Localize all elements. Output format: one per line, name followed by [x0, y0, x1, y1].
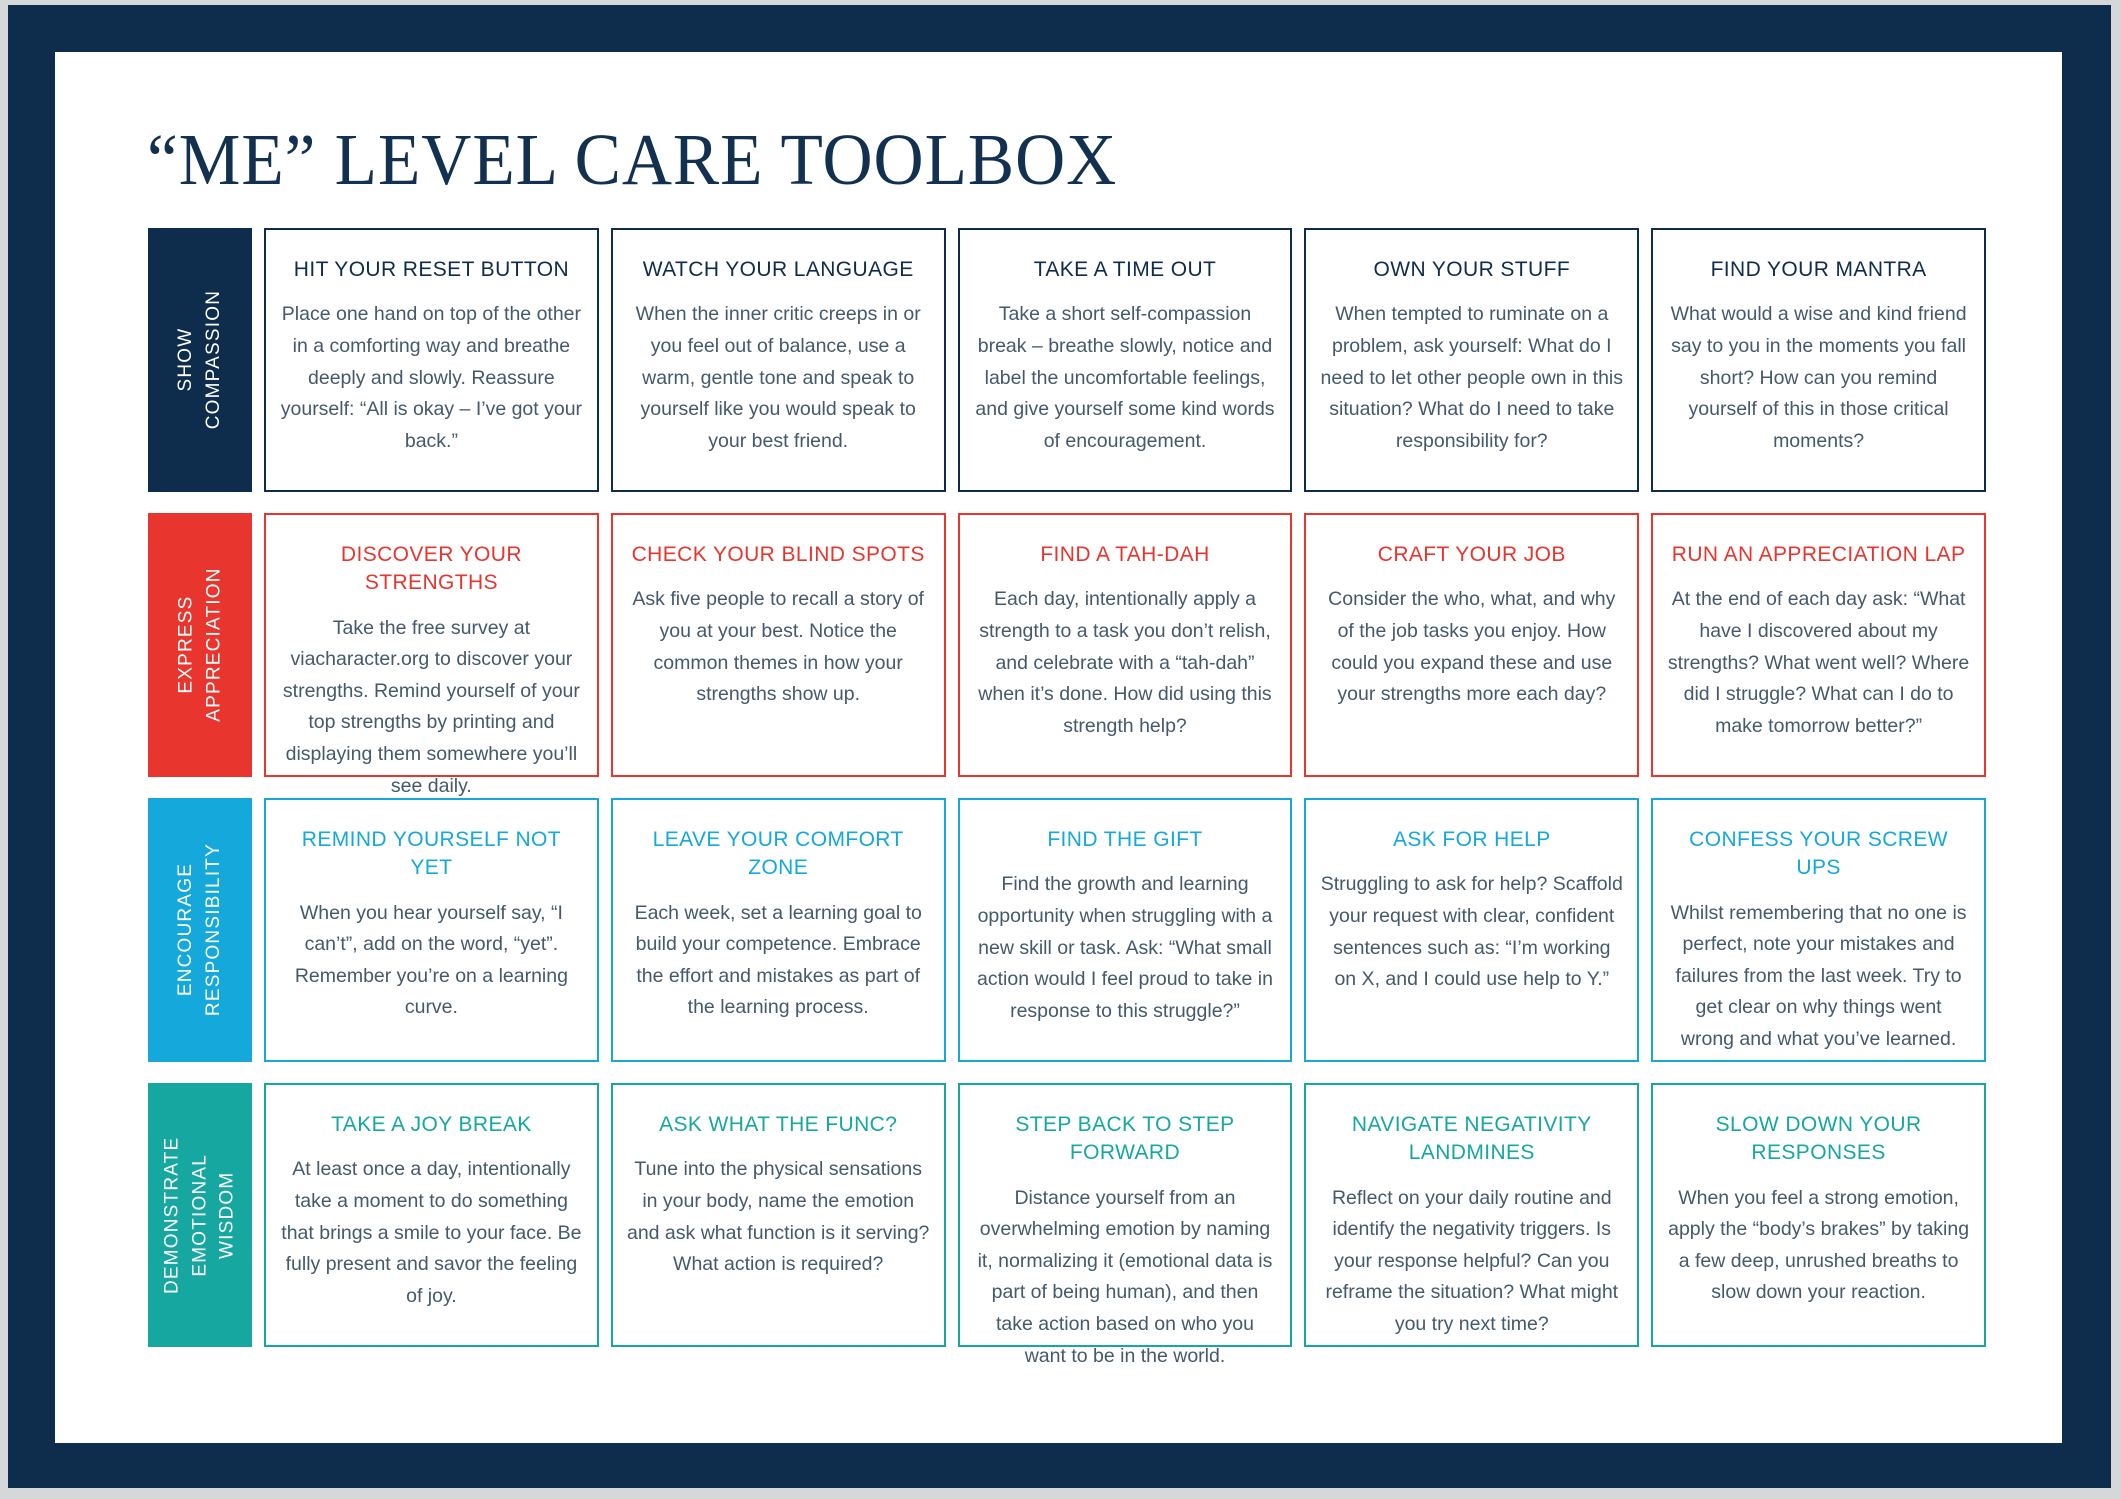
card-body-text: Reflect on your daily routine and identi… [1325, 1186, 1619, 1335]
card-encourage-responsibility-3: FIND THE GIFT Find the growth and learnin… [957, 798, 1293, 1062]
card-body-text: When tempted to ruminate on a problem, a… [1320, 303, 1624, 452]
card-body-text: At least once a day, intentionally take … [281, 1158, 582, 1307]
document-page: “ME” LEVEL CARE TOOLBOX SHOW COMPASSION H… [8, 5, 2111, 1488]
card-title: FIND YOUR MANTRA [1710, 258, 1927, 281]
card-express-appreciation-3: FIND A TAH-DAH Each day, intentionally ap… [957, 513, 1293, 777]
card-demonstrate-emotional-wisdom-3: STEP BACK TO STEP FORWARD Distance yourse… [957, 1083, 1293, 1367]
card-title: STEP BACK TO STEP FORWARD [1015, 1113, 1235, 1165]
card-title: FIND THE GIFT [1047, 828, 1203, 851]
card-body-text: When you feel a strong emotion, apply th… [1668, 1186, 1970, 1304]
document-canvas: “ME” LEVEL CARE TOOLBOX SHOW COMPASSION H… [55, 52, 2062, 1443]
card-express-appreciation-2: CHECK YOUR BLIND SPOTS Ask five people to… [610, 513, 946, 777]
row-label-show-compassion: SHOW COMPASSION [148, 228, 252, 492]
card-body-text: What would a wise and kind friend say to… [1670, 303, 1967, 452]
card-body-text: Consider the who, what, and why of the j… [1328, 588, 1616, 706]
card-title: CHECK YOUR BLIND SPOTS [631, 543, 925, 566]
card-body-text: When the inner critic creeps in or you f… [635, 303, 921, 452]
card-title: REMIND YOURSELF NOT YET [301, 828, 562, 880]
card-express-appreciation-4: CRAFT YOUR JOB Consider the who, what, an… [1304, 513, 1640, 777]
card-show-compassion-1: HIT YOUR RESET BUTTON Place one hand on t… [264, 228, 599, 492]
card-body-text: Each week, set a learning goal to build … [634, 901, 922, 1019]
card-title: TAKE A JOY BREAK [331, 1113, 532, 1136]
card-body-text: Each day, intentionally apply a strength… [978, 588, 1272, 737]
row-label-text: DEMONSTRATE EMOTIONAL WISDOM [161, 1136, 238, 1294]
card-title: CONFESS YOUR SCREW UPS [1689, 828, 1948, 880]
card-title: FIND A TAH-DAH [1040, 543, 1210, 566]
card-body-text: Ask five people to recall a story of you… [632, 588, 924, 706]
row-label-text: SHOW COMPASSION [175, 290, 225, 430]
card-demonstrate-emotional-wisdom-5: SLOW DOWN YOUR RESPONSES When you feel a … [1651, 1083, 1986, 1347]
card-encourage-responsibility-4: ASK FOR HELP Struggling to ask for help? … [1304, 798, 1640, 1062]
toolbox-grid: SHOW COMPASSION HIT YOUR RESET BUTTON Plac… [148, 228, 1986, 1367]
card-encourage-responsibility-1: REMIND YOURSELF NOT YET When you hear you… [264, 798, 599, 1062]
card-express-appreciation-1: DISCOVER YOUR STRENGTHS Take the free sur… [264, 513, 599, 797]
card-body-text: Distance yourself from an overwhelming e… [977, 1186, 1273, 1367]
card-encourage-responsibility-2: LEAVE YOUR COMFORT ZONE Each week, set a … [610, 798, 946, 1062]
card-encourage-responsibility-5: CONFESS YOUR SCREW UPS Whilst remembering… [1651, 798, 1986, 1062]
card-body-text: When you hear yourself say, “I can’t”, a… [294, 901, 568, 1019]
card-title: CRAFT YOUR JOB [1377, 543, 1566, 566]
page-title: “ME” LEVEL CARE TOOLBOX [147, 119, 1118, 200]
card-express-appreciation-5: RUN AN APPRECIATION LAP At the end of eac… [1651, 513, 1986, 777]
row-label-express-appreciation: EXPRESS APPRECIATION [148, 513, 252, 777]
card-body-text: Find the growth and learning opportunity… [977, 873, 1273, 1022]
row-label-demonstrate-emotional-wisdom: DEMONSTRATE EMOTIONAL WISDOM [148, 1083, 252, 1347]
card-show-compassion-2: WATCH YOUR LANGUAGE When the inner critic… [610, 228, 946, 492]
card-body-text: Struggling to ask for help? Scaffold you… [1320, 873, 1623, 991]
card-title: ASK WHAT THE FUNC? [659, 1113, 898, 1136]
card-title: SLOW DOWN YOUR RESPONSES [1715, 1113, 1922, 1165]
card-title: OWN YOUR STUFF [1373, 258, 1571, 281]
card-show-compassion-4: OWN YOUR STUFF When tempted to ruminate o… [1304, 228, 1640, 492]
card-title: NAVIGATE NEGATIVITY LANDMINES [1351, 1113, 1592, 1165]
card-title: DISCOVER YOUR STRENGTHS [340, 543, 522, 595]
card-title: RUN AN APPRECIATION LAP [1671, 543, 1966, 566]
row-label-encourage-responsibility: ENCOURAGE RESPONSIBILITY [148, 798, 252, 1062]
card-show-compassion-5: FIND YOUR MANTRA What would a wise and ki… [1651, 228, 1986, 492]
row-label-text: ENCOURAGE RESPONSIBILITY [175, 843, 225, 1017]
row-label-text: EXPRESS APPRECIATION [175, 567, 224, 723]
card-title: WATCH YOUR LANGUAGE [642, 258, 914, 281]
card-demonstrate-emotional-wisdom-1: TAKE A JOY BREAK At least once a day, int… [264, 1083, 599, 1347]
card-title: LEAVE YOUR COMFORT ZONE [652, 828, 904, 880]
card-title: TAKE A TIME OUT [1033, 258, 1217, 281]
card-body-text: Take a short self-compassion break – bre… [975, 303, 1275, 452]
card-body-text: Place one hand on top of the other in a … [280, 303, 583, 452]
card-demonstrate-emotional-wisdom-2: ASK WHAT THE FUNC? Tune into the physical… [610, 1083, 946, 1347]
card-title: ASK FOR HELP [1392, 828, 1551, 851]
card-body-text: Take the free survey at viacharacter.org… [282, 616, 580, 797]
card-body-text: Whilst remembering that no one is perfec… [1670, 901, 1967, 1050]
card-demonstrate-emotional-wisdom-4: NAVIGATE NEGATIVITY LANDMINES Reflect on … [1304, 1083, 1640, 1347]
card-show-compassion-3: TAKE A TIME OUT Take a short self-compass… [957, 228, 1293, 492]
card-body-text: Tune into the physical sensations in you… [626, 1158, 930, 1276]
card-body-text: At the end of each day ask: “What have I… [1667, 588, 1970, 737]
card-title: HIT YOUR RESET BUTTON [293, 258, 570, 281]
